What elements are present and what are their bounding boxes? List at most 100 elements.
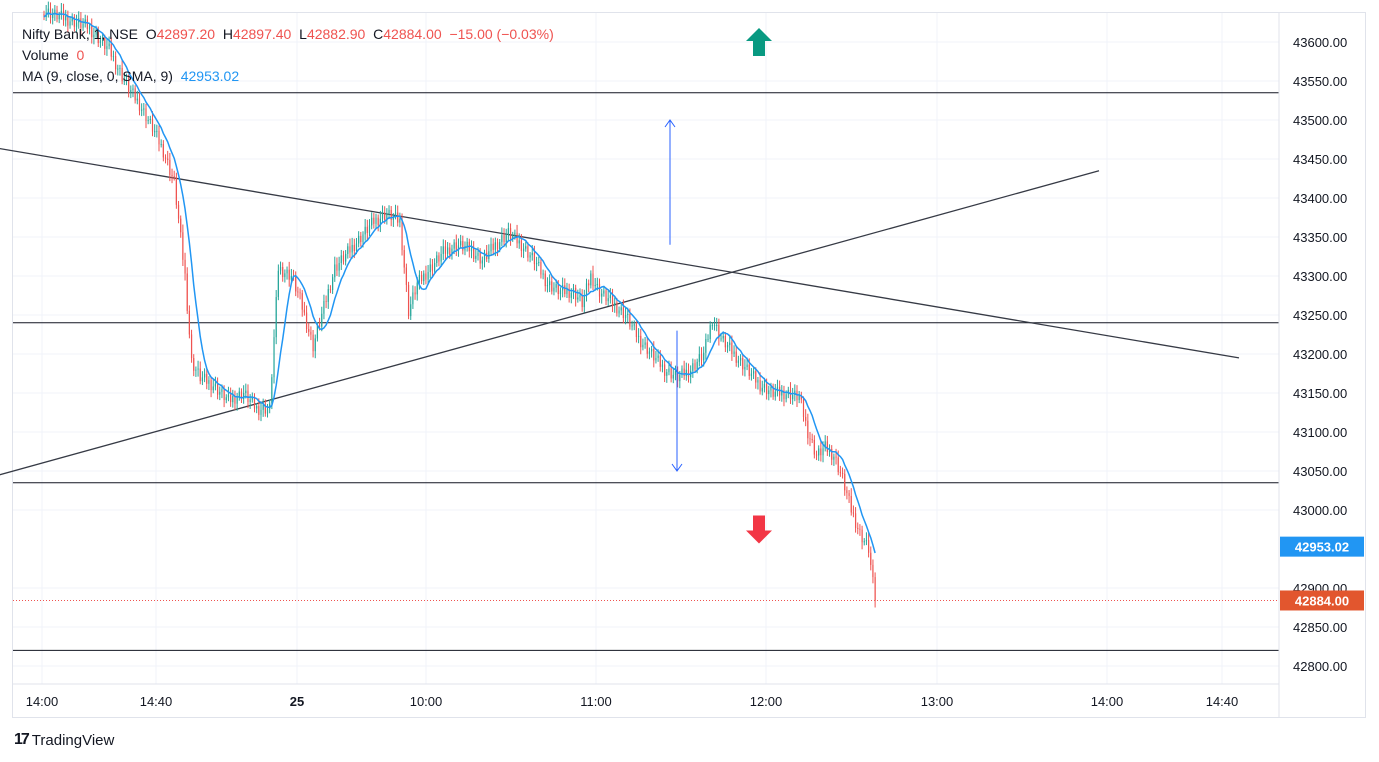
candle-body <box>108 43 110 47</box>
candle-body <box>692 363 694 371</box>
candle-body <box>583 295 585 308</box>
candle-body <box>746 364 748 367</box>
candle-body <box>514 232 516 236</box>
candle-body <box>67 16 69 26</box>
candle-body <box>863 541 865 543</box>
candle-body <box>620 307 622 311</box>
candle-body <box>579 295 581 298</box>
candle-body <box>390 209 392 220</box>
arrow-down-icon[interactable] <box>746 515 772 544</box>
candle-body <box>106 46 108 49</box>
candle-body <box>425 273 427 280</box>
candle-body <box>711 325 713 327</box>
candle-body <box>112 56 115 58</box>
trendline-0[interactable] <box>0 133 1240 359</box>
tradingview-logo-icon: 17 <box>14 731 30 748</box>
candle-body <box>792 394 794 400</box>
candle-body <box>440 253 442 262</box>
trendline-1[interactable] <box>0 170 1100 500</box>
candle-body <box>464 246 466 251</box>
candle-body <box>256 406 258 409</box>
candle-body <box>505 235 507 242</box>
candle-body <box>115 56 117 70</box>
candle-body <box>494 242 496 250</box>
candle-body <box>277 270 279 298</box>
candle-body <box>364 226 366 235</box>
y-tick-label: 43200.00 <box>1293 347 1347 362</box>
candle-body <box>553 287 555 292</box>
price-axis[interactable]: 43600.00 43550.00 43500.00 43450.00 43400.00… <box>1293 35 1347 674</box>
candle-body <box>275 297 277 338</box>
candle-body <box>707 338 709 340</box>
candle-body <box>594 285 596 287</box>
candle-body <box>661 364 664 367</box>
candle-body <box>60 10 62 16</box>
time-axis[interactable]: 14:00 14:40 25 10:00 11:00 12:00 13:00 14:00 14:… <box>26 694 1239 709</box>
candle-body <box>766 384 768 395</box>
candle-body <box>698 354 700 362</box>
candle-body <box>97 32 99 44</box>
candle-body <box>305 312 308 330</box>
candle-body <box>470 248 473 252</box>
candle-body <box>171 174 173 177</box>
candle-body <box>679 374 681 382</box>
arrow-up-icon[interactable] <box>746 28 772 56</box>
candle-body <box>151 118 154 132</box>
candle-body <box>104 37 106 49</box>
candle-body <box>342 255 345 262</box>
trendlines <box>0 133 1240 500</box>
candle-body <box>312 334 314 352</box>
y-tick-label: 43550.00 <box>1293 74 1347 89</box>
candle-body <box>809 438 811 440</box>
candle-body <box>188 310 190 335</box>
ma-price-badge-bg <box>1280 536 1364 557</box>
candle-body <box>535 263 538 265</box>
candle-body <box>243 393 245 400</box>
candle-body <box>835 456 837 458</box>
x-tick-label: 13:00 <box>921 694 954 709</box>
candle-body <box>722 336 724 339</box>
legend-ma-row[interactable]: MA (9, close, 0, SMA, 9) 42953.02 <box>22 66 554 87</box>
candle-body <box>65 16 67 21</box>
tradingview-brand[interactable]: 17 TradingView <box>14 731 114 749</box>
x-tick-label: 14:00 <box>1091 694 1124 709</box>
candle-body <box>145 108 147 122</box>
candle-body <box>752 371 755 374</box>
candle-body <box>345 253 347 262</box>
candle-body <box>321 313 323 327</box>
candle-body <box>88 26 91 29</box>
legend-volume-row[interactable]: Volume 0 <box>22 45 554 66</box>
candle-body <box>720 338 722 340</box>
candle-body <box>533 252 536 265</box>
candle-body <box>193 358 195 371</box>
legend-high-label: H <box>222 26 233 42</box>
legend-symbol[interactable]: Nifty Bank <box>22 26 86 42</box>
candle-body <box>475 255 477 259</box>
legend-separator-2: , <box>101 26 106 42</box>
candle-body <box>529 255 531 258</box>
legend-interval[interactable]: 1 <box>93 26 102 42</box>
candle-body <box>225 397 227 401</box>
candle-body <box>705 338 707 353</box>
candle-body <box>538 261 540 264</box>
candle-body <box>557 284 559 295</box>
candle-body <box>212 386 214 391</box>
candle-body <box>477 252 479 256</box>
candle-body <box>147 120 149 122</box>
candle-body <box>251 397 253 400</box>
candle-body <box>685 369 687 376</box>
legend-volume-label: Volume <box>22 47 69 63</box>
candle-body <box>405 267 407 285</box>
candle-body <box>631 325 633 327</box>
candle-body <box>655 357 657 361</box>
candle-body <box>598 283 601 297</box>
candle-body <box>308 329 310 332</box>
candle-body <box>434 263 436 271</box>
y-tick-label: 42850.00 <box>1293 620 1347 635</box>
candle-body <box>455 242 457 250</box>
chart-frame[interactable] <box>12 12 1366 718</box>
candle-body <box>427 272 429 280</box>
candle-body <box>603 290 605 294</box>
candle-body <box>73 17 75 27</box>
